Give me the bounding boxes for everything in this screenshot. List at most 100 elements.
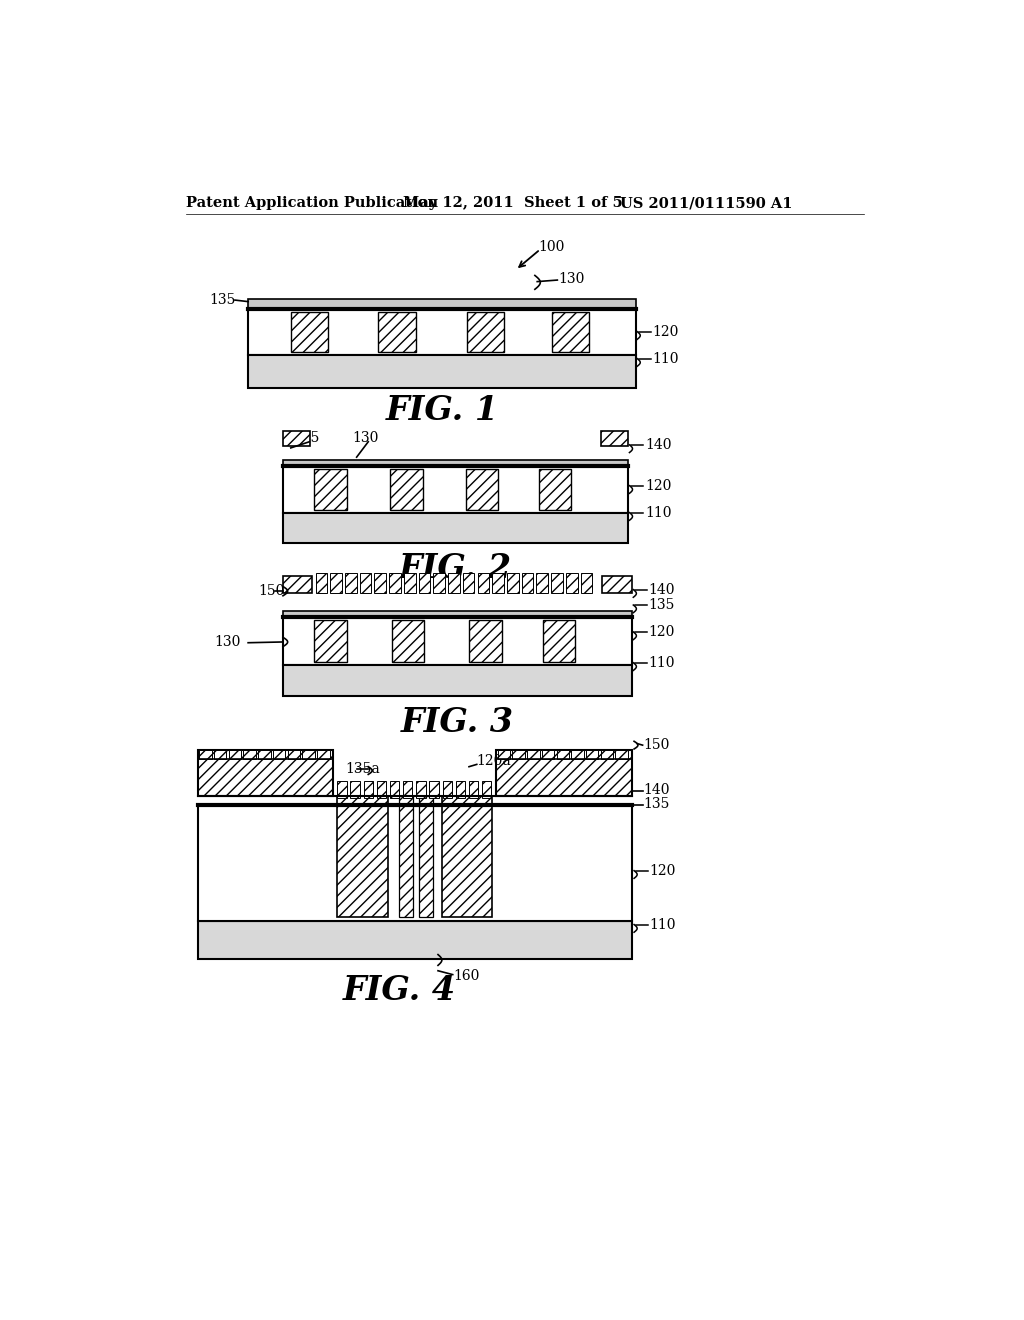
Text: 135: 135 [209, 293, 236, 308]
Bar [507, 573, 518, 594]
Bar [273, 750, 286, 759]
Text: 135a: 135a [345, 762, 380, 776]
Bar [527, 750, 540, 759]
Text: 110: 110 [652, 351, 679, 366]
Bar [557, 750, 569, 759]
Text: 110: 110 [649, 917, 676, 932]
Text: 130: 130 [215, 635, 242, 649]
Bar [288, 750, 300, 759]
Bar [551, 573, 563, 594]
Bar [601, 430, 628, 446]
Bar [521, 573, 534, 594]
Bar [566, 573, 578, 594]
Bar [258, 750, 270, 759]
Bar [377, 780, 386, 797]
Bar [378, 312, 416, 351]
Bar [442, 780, 452, 797]
Text: 140: 140 [645, 438, 672, 451]
Bar [601, 750, 613, 759]
Bar [283, 430, 310, 446]
Bar [283, 665, 632, 696]
Bar [314, 620, 346, 663]
Text: FIG. 4: FIG. 4 [343, 974, 456, 1006]
Bar [399, 796, 414, 917]
Bar [283, 512, 628, 544]
Text: 130: 130 [558, 272, 585, 286]
Text: 120: 120 [649, 863, 676, 878]
Bar [337, 796, 388, 917]
Bar [467, 312, 504, 351]
Text: FIG. 1: FIG. 1 [385, 395, 499, 428]
Bar [466, 470, 499, 510]
Text: May 12, 2011  Sheet 1 of 5: May 12, 2011 Sheet 1 of 5 [403, 197, 623, 210]
Bar [498, 750, 510, 759]
Bar [375, 573, 386, 594]
Bar [248, 309, 636, 355]
Text: 135: 135 [649, 598, 675, 612]
Text: 120: 120 [645, 479, 672, 492]
Bar [456, 780, 465, 797]
Bar [571, 750, 584, 759]
Bar [248, 300, 636, 309]
Text: 160: 160 [454, 969, 480, 983]
Text: 135: 135 [643, 797, 670, 810]
Bar [283, 576, 312, 594]
Text: 120: 120 [649, 624, 675, 639]
Bar [403, 573, 416, 594]
Bar [615, 750, 628, 759]
Bar [390, 780, 399, 797]
Bar [331, 573, 342, 594]
Bar [389, 573, 400, 594]
Text: 110: 110 [645, 506, 672, 520]
Text: 120: 120 [652, 325, 679, 339]
Bar [315, 573, 328, 594]
Bar [364, 780, 373, 797]
Bar [542, 750, 554, 759]
Text: 135: 135 [293, 430, 319, 445]
Text: Patent Application Publication: Patent Application Publication [186, 197, 438, 210]
Bar [337, 780, 346, 797]
Bar [198, 805, 632, 921]
Bar [359, 573, 372, 594]
Text: FIG. 3: FIG. 3 [400, 706, 514, 739]
Bar [198, 750, 334, 796]
Bar [543, 620, 575, 663]
Bar [302, 750, 314, 759]
Bar [449, 573, 460, 594]
Bar [602, 576, 632, 594]
Text: 150: 150 [258, 585, 285, 598]
Bar [198, 921, 632, 960]
Bar [291, 312, 328, 351]
Bar [496, 750, 632, 796]
Bar [417, 780, 426, 797]
Bar [248, 355, 636, 388]
Text: 140: 140 [649, 582, 675, 597]
Text: FIG. 2: FIG. 2 [399, 552, 512, 585]
Bar [214, 750, 226, 759]
Bar [283, 466, 628, 512]
Bar [391, 620, 424, 663]
Bar [482, 780, 492, 797]
Text: 140: 140 [643, 783, 670, 797]
Bar [420, 796, 433, 917]
Text: 150: 150 [643, 738, 670, 752]
Bar [350, 780, 359, 797]
Text: US 2011/0111590 A1: US 2011/0111590 A1 [621, 197, 793, 210]
Bar [390, 470, 423, 510]
Bar [200, 750, 212, 759]
Bar [477, 573, 489, 594]
Bar [283, 611, 632, 618]
Text: 130: 130 [352, 430, 379, 445]
Bar [463, 573, 474, 594]
Text: 120a: 120a [477, 754, 512, 768]
Bar [539, 470, 571, 510]
Bar [581, 573, 592, 594]
Bar [283, 618, 632, 665]
Bar [469, 620, 502, 663]
Bar [345, 573, 356, 594]
Text: 100: 100 [539, 240, 565, 253]
Bar [433, 573, 445, 594]
Bar [228, 750, 241, 759]
Bar [403, 780, 413, 797]
Bar [419, 573, 430, 594]
